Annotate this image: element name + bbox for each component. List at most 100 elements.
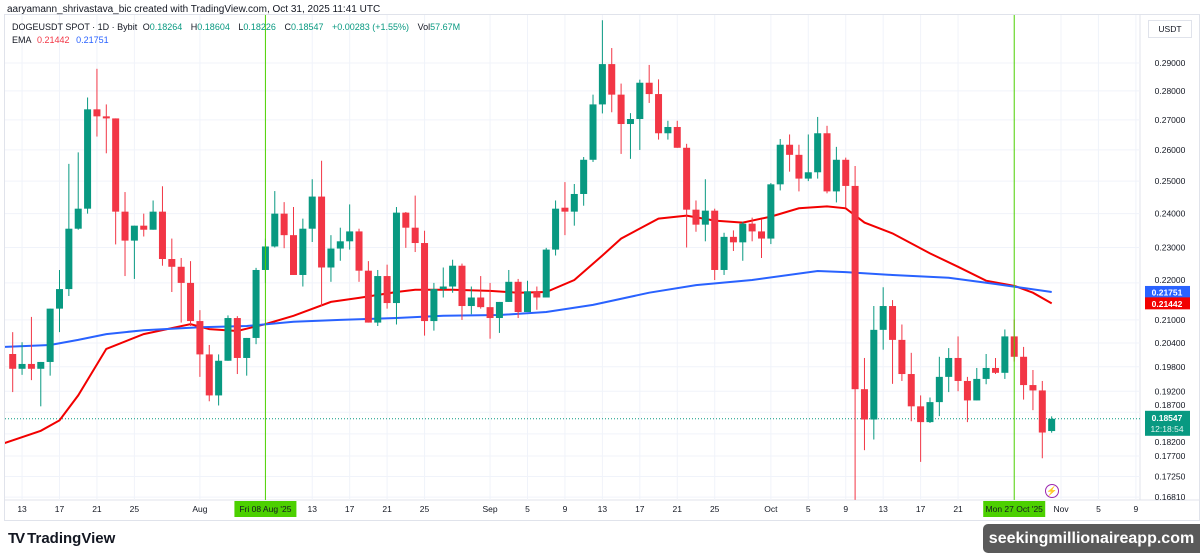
candle[interactable] xyxy=(973,367,981,401)
candle[interactable] xyxy=(617,83,625,154)
candle[interactable] xyxy=(963,376,971,423)
candle[interactable] xyxy=(505,269,513,302)
candle[interactable] xyxy=(318,160,326,307)
candle[interactable] xyxy=(776,138,784,191)
candle[interactable] xyxy=(121,192,129,277)
candle[interactable] xyxy=(832,146,840,203)
candle[interactable] xyxy=(842,157,850,208)
candle[interactable] xyxy=(383,264,391,309)
candle[interactable] xyxy=(1048,416,1056,433)
candle[interactable] xyxy=(683,143,691,248)
candle[interactable] xyxy=(992,357,999,375)
candle[interactable] xyxy=(327,235,335,282)
candle[interactable] xyxy=(673,120,681,148)
candle[interactable] xyxy=(93,68,101,137)
candle[interactable] xyxy=(636,79,644,150)
candle[interactable] xyxy=(720,232,728,275)
candle[interactable] xyxy=(711,208,719,281)
plot-area[interactable] xyxy=(3,15,1140,500)
candle[interactable] xyxy=(346,204,354,250)
candle[interactable] xyxy=(27,316,35,381)
candle[interactable] xyxy=(655,79,663,140)
candle[interactable] xyxy=(748,217,756,242)
candle[interactable] xyxy=(598,20,606,114)
candle[interactable] xyxy=(355,228,363,282)
candle[interactable] xyxy=(626,113,634,159)
candle[interactable] xyxy=(1001,329,1009,379)
candle[interactable] xyxy=(795,144,803,192)
candle[interactable] xyxy=(336,227,344,261)
candle[interactable] xyxy=(486,282,494,339)
candle[interactable] xyxy=(168,238,176,292)
candle[interactable] xyxy=(458,263,466,320)
candle[interactable] xyxy=(215,354,223,406)
candle[interactable] xyxy=(561,182,569,236)
candle[interactable] xyxy=(982,354,990,385)
candle[interactable] xyxy=(589,94,597,162)
candle[interactable] xyxy=(290,207,297,275)
candle[interactable] xyxy=(870,306,878,440)
candle[interactable] xyxy=(1038,380,1046,459)
candle[interactable] xyxy=(851,166,859,500)
ema-label[interactable]: EMA xyxy=(12,35,32,45)
candle[interactable] xyxy=(374,269,382,327)
candle[interactable] xyxy=(917,395,925,462)
candle[interactable] xyxy=(140,213,148,237)
candle[interactable] xyxy=(664,120,672,140)
candle[interactable] xyxy=(814,116,822,179)
candle[interactable] xyxy=(739,221,747,261)
candle[interactable] xyxy=(860,357,868,451)
candle[interactable] xyxy=(196,310,204,377)
candle[interactable] xyxy=(926,397,934,423)
candle[interactable] xyxy=(84,97,92,214)
candle[interactable] xyxy=(177,257,185,323)
candle[interactable] xyxy=(74,152,82,230)
candle[interactable] xyxy=(945,348,953,393)
candle[interactable] xyxy=(608,48,616,113)
candle[interactable] xyxy=(65,163,73,297)
candle[interactable] xyxy=(645,64,653,103)
candle[interactable] xyxy=(542,247,550,298)
candle[interactable] xyxy=(102,104,110,154)
candle[interactable] xyxy=(46,308,54,376)
candle[interactable] xyxy=(692,200,700,232)
candle[interactable] xyxy=(149,200,157,230)
candle[interactable] xyxy=(954,336,962,392)
candle[interactable] xyxy=(187,261,195,327)
candle[interactable] xyxy=(786,134,794,172)
candle[interactable] xyxy=(477,276,485,309)
candle[interactable] xyxy=(271,191,279,248)
candle[interactable] xyxy=(701,179,709,242)
time-axis[interactable]: 13 17 21 25 Aug 13 17 21 25 Sep 5 9 13 17 21 25 Oct 5 9 13 1… xyxy=(17,501,1139,517)
candle[interactable] xyxy=(898,324,906,381)
candle[interactable] xyxy=(533,286,541,310)
candle[interactable] xyxy=(804,134,812,182)
candle[interactable] xyxy=(889,300,897,384)
candle[interactable] xyxy=(1029,369,1037,411)
symbol-title[interactable]: DOGEUSDT SPOT · 1D · Bybit xyxy=(12,22,138,32)
candle[interactable] xyxy=(392,207,400,325)
candle[interactable] xyxy=(56,269,63,333)
candle[interactable] xyxy=(411,195,419,253)
candle[interactable] xyxy=(233,316,241,375)
candle[interactable] xyxy=(402,211,410,248)
candle[interactable] xyxy=(879,287,887,350)
candle[interactable] xyxy=(439,267,447,298)
candle[interactable] xyxy=(907,352,915,422)
candle[interactable] xyxy=(37,361,45,407)
candle[interactable] xyxy=(514,278,522,319)
candle[interactable] xyxy=(18,342,26,375)
candle[interactable] xyxy=(252,267,260,345)
candle[interactable] xyxy=(524,280,531,313)
candle[interactable] xyxy=(130,225,138,279)
candle[interactable] xyxy=(308,179,316,242)
candle[interactable] xyxy=(421,230,429,336)
price-axis[interactable]: 0.29000 0.28000 0.27000 0.26000 0.25000 0.240… xyxy=(1145,58,1190,502)
candle[interactable] xyxy=(224,315,232,361)
candle[interactable] xyxy=(758,219,765,258)
lightning-bolt-icon[interactable]: ⚡ xyxy=(1045,484,1059,498)
candle[interactable] xyxy=(570,184,578,226)
candle[interactable] xyxy=(729,230,737,251)
candle[interactable] xyxy=(112,118,120,245)
candle[interactable] xyxy=(430,282,438,331)
